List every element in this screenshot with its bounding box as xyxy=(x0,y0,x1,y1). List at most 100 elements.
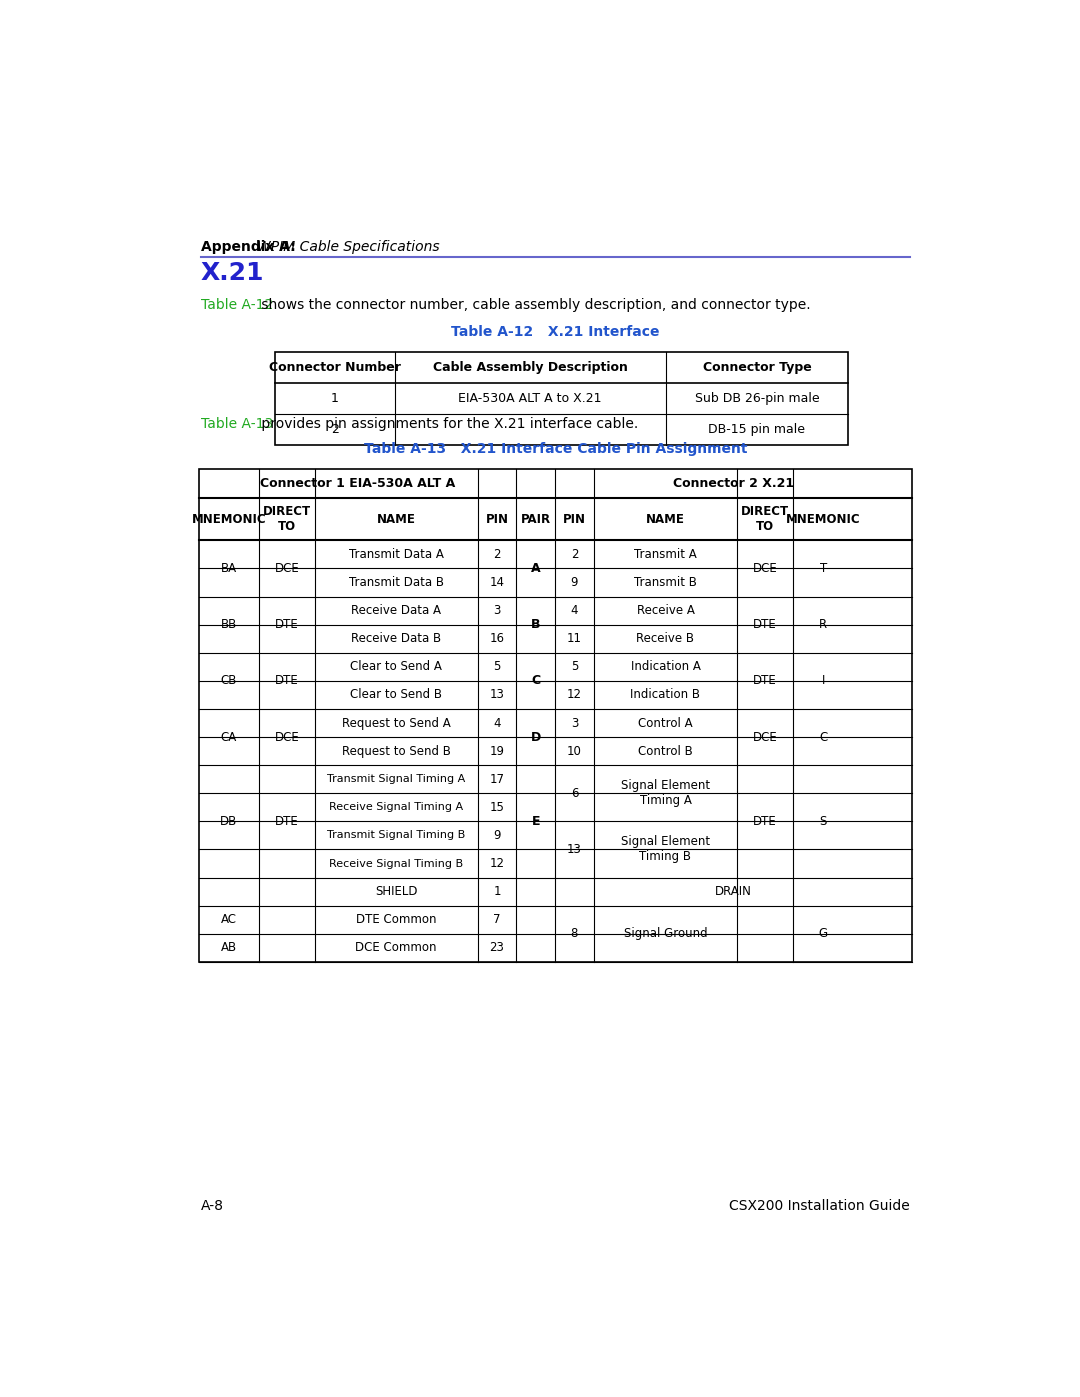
Text: E: E xyxy=(531,814,540,828)
Text: 13: 13 xyxy=(489,689,504,701)
Text: BA: BA xyxy=(220,562,237,576)
Text: 14: 14 xyxy=(489,576,504,590)
Text: A-8: A-8 xyxy=(201,1199,224,1213)
Text: 12: 12 xyxy=(489,856,504,870)
Text: Indication B: Indication B xyxy=(631,689,701,701)
Text: D: D xyxy=(530,731,541,743)
Text: Appendix A:: Appendix A: xyxy=(201,240,296,254)
Text: Table A-13: Table A-13 xyxy=(201,416,273,432)
Text: DCE Common: DCE Common xyxy=(355,942,437,954)
Text: Transmit Data A: Transmit Data A xyxy=(349,548,444,560)
Text: DTE: DTE xyxy=(753,814,777,828)
Text: Table A-13   X.21 Interface Cable Pin Assignment: Table A-13 X.21 Interface Cable Pin Assi… xyxy=(364,443,747,457)
Text: DIRECT
TO: DIRECT TO xyxy=(262,506,311,534)
Text: DIRECT
TO: DIRECT TO xyxy=(741,506,789,534)
Text: 11: 11 xyxy=(567,633,582,645)
Text: NAME: NAME xyxy=(377,513,416,525)
Text: DTE: DTE xyxy=(753,617,777,631)
Text: 16: 16 xyxy=(489,633,504,645)
Text: 4: 4 xyxy=(570,604,578,617)
Text: Signal Element
Timing B: Signal Element Timing B xyxy=(621,835,710,863)
Text: I: I xyxy=(822,675,825,687)
Text: DTE: DTE xyxy=(275,617,299,631)
Text: Cable Assembly Description: Cable Assembly Description xyxy=(433,362,627,374)
Text: DTE Common: DTE Common xyxy=(356,914,436,926)
Text: Signal Ground: Signal Ground xyxy=(623,928,707,940)
Text: Clear to Send A: Clear to Send A xyxy=(350,661,442,673)
Text: BB: BB xyxy=(220,617,237,631)
Text: Indication A: Indication A xyxy=(631,661,701,673)
Text: DTE: DTE xyxy=(753,675,777,687)
Text: AC: AC xyxy=(220,914,237,926)
Text: DTE: DTE xyxy=(275,814,299,828)
Text: 2: 2 xyxy=(330,423,338,436)
Bar xyxy=(199,469,912,963)
Text: Transmit A: Transmit A xyxy=(634,548,697,560)
Text: 8: 8 xyxy=(570,928,578,940)
Text: S: S xyxy=(820,814,827,828)
Text: PAIR: PAIR xyxy=(521,513,551,525)
Text: DB-15 pin male: DB-15 pin male xyxy=(708,423,806,436)
Text: Receive B: Receive B xyxy=(636,633,694,645)
Text: DB: DB xyxy=(220,814,238,828)
Text: C: C xyxy=(531,675,540,687)
Text: B: B xyxy=(531,617,540,631)
Text: 7: 7 xyxy=(494,914,501,926)
Text: G: G xyxy=(819,928,827,940)
Text: Connector 1 EIA-530A ALT A: Connector 1 EIA-530A ALT A xyxy=(260,478,455,490)
Text: Table A-12: Table A-12 xyxy=(201,298,273,312)
Text: Receive Signal Timing A: Receive Signal Timing A xyxy=(329,802,463,812)
Text: 19: 19 xyxy=(489,745,504,757)
Text: C: C xyxy=(819,731,827,743)
Text: provides pin assignments for the X.21 interface cable.: provides pin assignments for the X.21 in… xyxy=(257,416,638,432)
Text: DCE: DCE xyxy=(274,731,299,743)
Text: CA: CA xyxy=(220,731,237,743)
Text: 5: 5 xyxy=(570,661,578,673)
Text: DTE: DTE xyxy=(275,675,299,687)
Text: 2: 2 xyxy=(570,548,578,560)
Text: 13: 13 xyxy=(567,842,582,856)
Text: 23: 23 xyxy=(489,942,504,954)
Text: 1: 1 xyxy=(330,393,338,405)
Text: 2: 2 xyxy=(494,548,501,560)
Text: EIA-530A ALT A to X.21: EIA-530A ALT A to X.21 xyxy=(459,393,602,405)
Text: Signal Element
Timing A: Signal Element Timing A xyxy=(621,780,710,807)
Text: MNEMONIC: MNEMONIC xyxy=(786,513,861,525)
Text: 9: 9 xyxy=(494,828,501,842)
Text: 17: 17 xyxy=(489,773,504,785)
Text: Receive Data B: Receive Data B xyxy=(351,633,442,645)
Text: DRAIN: DRAIN xyxy=(715,886,752,898)
Text: Connector 2 X.21: Connector 2 X.21 xyxy=(673,478,794,490)
Text: AB: AB xyxy=(220,942,237,954)
Text: Control B: Control B xyxy=(638,745,693,757)
Text: Table A-12   X.21 Interface: Table A-12 X.21 Interface xyxy=(451,326,660,339)
Text: CB: CB xyxy=(220,675,237,687)
Text: MNEMONIC: MNEMONIC xyxy=(191,513,266,525)
Text: Connector Type: Connector Type xyxy=(703,362,811,374)
Text: Receive Signal Timing B: Receive Signal Timing B xyxy=(329,859,463,869)
Text: 15: 15 xyxy=(489,800,504,814)
Text: 5: 5 xyxy=(494,661,501,673)
Text: Receive Data A: Receive Data A xyxy=(351,604,441,617)
Text: Request to Send A: Request to Send A xyxy=(341,717,450,729)
Text: Connector Number: Connector Number xyxy=(269,362,401,374)
Text: NAME: NAME xyxy=(646,513,685,525)
Text: X.21: X.21 xyxy=(201,261,265,285)
Text: CSX200 Installation Guide: CSX200 Installation Guide xyxy=(729,1199,910,1213)
Text: 1: 1 xyxy=(494,886,501,898)
Text: 6: 6 xyxy=(570,787,578,799)
Text: 3: 3 xyxy=(570,717,578,729)
Text: WPIM Cable Specifications: WPIM Cable Specifications xyxy=(257,240,440,254)
Bar xyxy=(274,352,848,444)
Text: 9: 9 xyxy=(570,576,578,590)
Text: SHIELD: SHIELD xyxy=(375,886,418,898)
Text: 4: 4 xyxy=(494,717,501,729)
Text: Transmit Signal Timing A: Transmit Signal Timing A xyxy=(327,774,465,784)
Text: 12: 12 xyxy=(567,689,582,701)
Text: PIN: PIN xyxy=(485,513,509,525)
Text: Transmit B: Transmit B xyxy=(634,576,697,590)
Text: DCE: DCE xyxy=(274,562,299,576)
Text: Request to Send B: Request to Send B xyxy=(341,745,450,757)
Text: Control A: Control A xyxy=(638,717,692,729)
Text: DCE: DCE xyxy=(753,562,778,576)
